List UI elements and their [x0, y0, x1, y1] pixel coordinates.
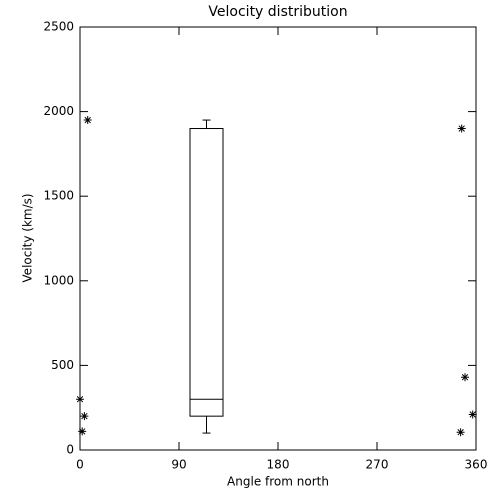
y-tick-label: 2000 — [43, 104, 74, 118]
point — [78, 427, 87, 436]
y-tick-label: 500 — [51, 358, 74, 372]
x-tick-label: 90 — [171, 458, 186, 472]
box — [189, 128, 224, 417]
y-axis-label: Velocity (km/s) — [21, 193, 35, 282]
point — [80, 412, 89, 421]
y-tick-label: 0 — [66, 443, 74, 457]
plot-frame — [79, 26, 477, 451]
y-tick-label: 2500 — [43, 20, 74, 34]
point — [456, 428, 465, 437]
point — [76, 395, 84, 404]
chart-title: Velocity distribution — [208, 4, 347, 20]
y-tick-label: 1000 — [43, 273, 74, 287]
point — [457, 124, 466, 133]
x-tick-label: 360 — [465, 458, 488, 472]
point — [468, 410, 477, 419]
point — [461, 373, 469, 382]
point — [83, 116, 92, 125]
x-tick-label: 180 — [267, 458, 290, 472]
x-tick-label: 270 — [366, 458, 389, 472]
x-tick-label: 0 — [76, 458, 84, 472]
y-tick-label: 1500 — [43, 189, 74, 203]
x-axis-label: Angle from north — [227, 475, 329, 489]
